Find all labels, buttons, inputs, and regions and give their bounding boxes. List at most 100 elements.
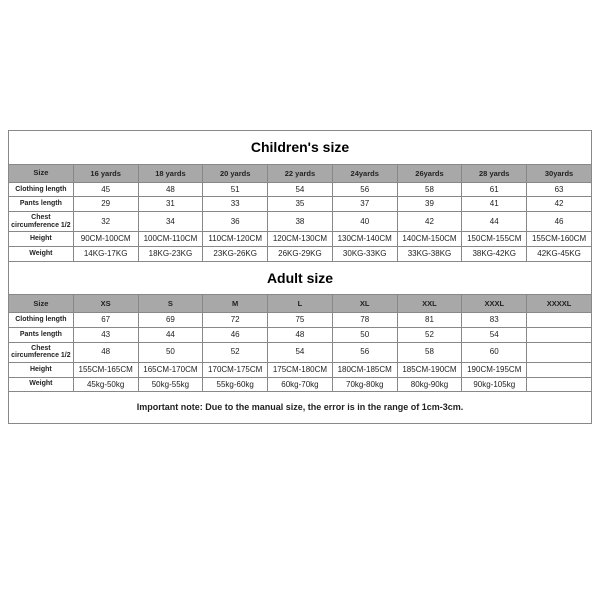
cell: 56: [332, 182, 397, 197]
cell: 90kg-105kg: [462, 377, 527, 392]
cell: 31: [138, 197, 203, 212]
row-label: Weight: [9, 246, 74, 261]
cell: 30KG-33KG: [332, 246, 397, 261]
children-row: Height 90CM-100CM 100CM-110CM 110CM-120C…: [9, 232, 592, 247]
cell: 50kg-55kg: [138, 377, 203, 392]
children-header: 26yards: [397, 164, 462, 182]
adult-header-row: Size XS S M L XL XXL XXXL XXXXL: [9, 295, 592, 313]
cell: 36: [203, 211, 268, 231]
row-label: Height: [9, 232, 74, 247]
children-header: 28 yards: [462, 164, 527, 182]
cell: 26KG-29KG: [268, 246, 333, 261]
cell: 155CM-160CM: [527, 232, 592, 247]
children-header: 24yards: [332, 164, 397, 182]
row-label: Clothing length: [9, 313, 74, 328]
cell: 180CM-185CM: [332, 362, 397, 377]
cell: 48: [73, 342, 138, 362]
cell: 54: [268, 342, 333, 362]
cell: 41: [462, 197, 527, 212]
cell: 175CM-180CM: [268, 362, 333, 377]
row-label: Height: [9, 362, 74, 377]
cell: 120CM-130CM: [268, 232, 333, 247]
cell: 61: [462, 182, 527, 197]
row-label: Chest circumference 1/2: [9, 211, 74, 231]
cell: 78: [332, 313, 397, 328]
cell: 80kg-90kg: [397, 377, 462, 392]
cell: 50: [332, 327, 397, 342]
adult-header: S: [138, 295, 203, 313]
cell: 43: [73, 327, 138, 342]
children-row: Weight 14KG-17KG 18KG-23KG 23KG-26KG 26K…: [9, 246, 592, 261]
cell: 29: [73, 197, 138, 212]
important-note: Important note: Due to the manual size, …: [9, 392, 592, 424]
adult-header: L: [268, 295, 333, 313]
size-chart-table: Children's size Size 16 yards 18 yards 2…: [8, 130, 592, 424]
cell: 48: [268, 327, 333, 342]
cell: 60kg-70kg: [268, 377, 333, 392]
row-label: Chest circumference 1/2: [9, 342, 74, 362]
cell: 100CM-110CM: [138, 232, 203, 247]
cell: 72: [203, 313, 268, 328]
adult-header: XXXXL: [527, 295, 592, 313]
adult-header: XL: [332, 295, 397, 313]
cell: 185CM-190CM: [397, 362, 462, 377]
cell: 51: [203, 182, 268, 197]
adult-row: Chest circumference 1/2 48 50 52 54 56 5…: [9, 342, 592, 362]
cell: 75: [268, 313, 333, 328]
cell: 81: [397, 313, 462, 328]
adult-row: Weight 45kg-50kg 50kg-55kg 55kg-60kg 60k…: [9, 377, 592, 392]
children-row: Pants length 29 31 33 35 37 39 41 42: [9, 197, 592, 212]
cell: 140CM-150CM: [397, 232, 462, 247]
children-row: Chest circumference 1/2 32 34 36 38 40 4…: [9, 211, 592, 231]
cell: 58: [397, 342, 462, 362]
children-row: Clothing length 45 48 51 54 56 58 61 63: [9, 182, 592, 197]
children-title-row: Children's size: [9, 131, 592, 165]
adult-row: Pants length 43 44 46 48 50 52 54: [9, 327, 592, 342]
row-label: Pants length: [9, 197, 74, 212]
cell: 42: [397, 211, 462, 231]
children-header: 22 yards: [268, 164, 333, 182]
cell: 60: [462, 342, 527, 362]
cell: [527, 362, 592, 377]
cell: 130CM-140CM: [332, 232, 397, 247]
row-label: Pants length: [9, 327, 74, 342]
cell: [527, 342, 592, 362]
adult-header: XXL: [397, 295, 462, 313]
children-title: Children's size: [9, 131, 592, 165]
cell: 34: [138, 211, 203, 231]
cell: 23KG-26KG: [203, 246, 268, 261]
cell: 54: [462, 327, 527, 342]
cell: 44: [462, 211, 527, 231]
row-label: Clothing length: [9, 182, 74, 197]
cell: [527, 377, 592, 392]
cell: 33KG-38KG: [397, 246, 462, 261]
cell: 37: [332, 197, 397, 212]
cell: 190CM-195CM: [462, 362, 527, 377]
cell: 42KG-45KG: [527, 246, 592, 261]
children-header: 18 yards: [138, 164, 203, 182]
cell: 45: [73, 182, 138, 197]
cell: 39: [397, 197, 462, 212]
children-header: 20 yards: [203, 164, 268, 182]
children-header: 16 yards: [73, 164, 138, 182]
cell: 67: [73, 313, 138, 328]
cell: [527, 313, 592, 328]
adult-row: Height 155CM-165CM 165CM-170CM 170CM-175…: [9, 362, 592, 377]
cell: 44: [138, 327, 203, 342]
adult-title-row: Adult size: [9, 261, 592, 295]
cell: 165CM-170CM: [138, 362, 203, 377]
cell: 14KG-17KG: [73, 246, 138, 261]
cell: 50: [138, 342, 203, 362]
cell: 42: [527, 197, 592, 212]
cell: 90CM-100CM: [73, 232, 138, 247]
cell: 52: [203, 342, 268, 362]
cell: 46: [203, 327, 268, 342]
cell: 55kg-60kg: [203, 377, 268, 392]
cell: 48: [138, 182, 203, 197]
adult-title: Adult size: [9, 261, 592, 295]
cell: 33: [203, 197, 268, 212]
cell: 18KG-23KG: [138, 246, 203, 261]
cell: 56: [332, 342, 397, 362]
cell: 40: [332, 211, 397, 231]
cell: 70kg-80kg: [332, 377, 397, 392]
